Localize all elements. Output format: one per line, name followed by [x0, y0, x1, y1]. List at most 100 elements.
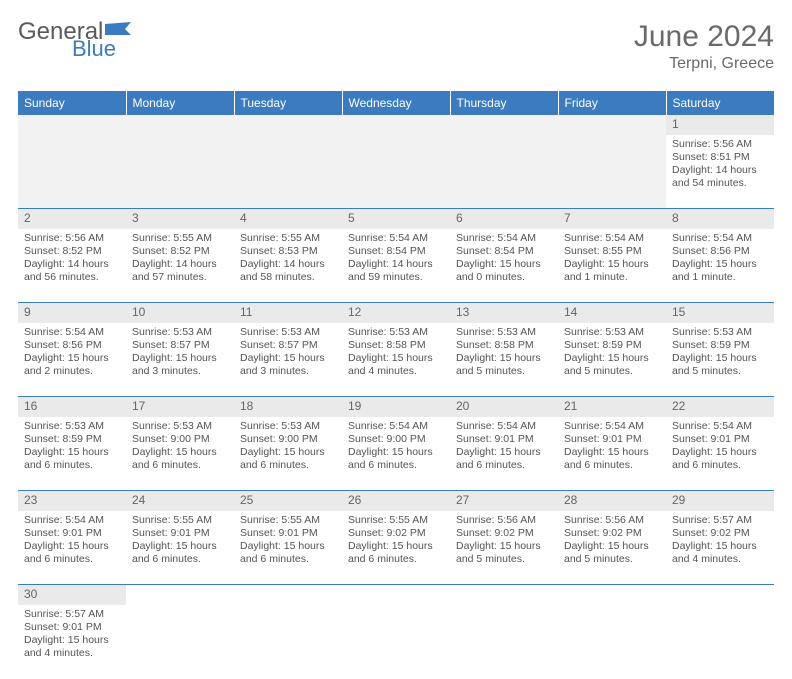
- day-cell: [342, 135, 450, 209]
- day-number: 23: [18, 491, 126, 511]
- day-cell: Sunrise: 5:54 AMSunset: 9:00 PMDaylight:…: [342, 417, 450, 491]
- week-row: Sunrise: 5:56 AMSunset: 8:51 PMDaylight:…: [18, 135, 774, 209]
- col-friday: Friday: [558, 91, 666, 115]
- day-number: 1: [666, 115, 774, 135]
- daynum-row: 2345678: [18, 209, 774, 229]
- daylight-text: Daylight: 15 hours and 4 minutes.: [24, 634, 120, 660]
- week-row: Sunrise: 5:53 AMSunset: 8:59 PMDaylight:…: [18, 417, 774, 491]
- day-number: 13: [450, 303, 558, 323]
- sunset-text: Sunset: 9:00 PM: [132, 433, 228, 446]
- title-block: June 2024 Terpni, Greece: [634, 20, 774, 73]
- sunrise-text: Sunrise: 5:56 AM: [24, 232, 120, 245]
- daylight-text: Daylight: 15 hours and 2 minutes.: [24, 352, 120, 378]
- col-monday: Monday: [126, 91, 234, 115]
- daynum-row: 16171819202122: [18, 397, 774, 417]
- daylight-text: Daylight: 15 hours and 5 minutes.: [456, 540, 552, 566]
- daylight-text: Daylight: 14 hours and 57 minutes.: [132, 258, 228, 284]
- col-thursday: Thursday: [450, 91, 558, 115]
- sunset-text: Sunset: 8:56 PM: [672, 245, 768, 258]
- sunset-text: Sunset: 8:59 PM: [564, 339, 660, 352]
- day-cell: Sunrise: 5:54 AMSunset: 8:56 PMDaylight:…: [18, 323, 126, 397]
- day-number: [450, 585, 558, 605]
- col-sunday: Sunday: [18, 91, 126, 115]
- sunset-text: Sunset: 9:02 PM: [456, 527, 552, 540]
- day-number: [18, 115, 126, 135]
- daylight-text: Daylight: 15 hours and 6 minutes.: [672, 446, 768, 472]
- day-number: 6: [450, 209, 558, 229]
- sunrise-text: Sunrise: 5:54 AM: [564, 232, 660, 245]
- daylight-text: Daylight: 15 hours and 6 minutes.: [24, 540, 120, 566]
- day-cell: Sunrise: 5:54 AMSunset: 8:54 PMDaylight:…: [342, 229, 450, 303]
- day-cell: Sunrise: 5:55 AMSunset: 8:53 PMDaylight:…: [234, 229, 342, 303]
- sunrise-text: Sunrise: 5:55 AM: [348, 514, 444, 527]
- day-number: 28: [558, 491, 666, 511]
- sunrise-text: Sunrise: 5:56 AM: [456, 514, 552, 527]
- day-cell: Sunrise: 5:55 AMSunset: 8:52 PMDaylight:…: [126, 229, 234, 303]
- week-row: Sunrise: 5:54 AM Sunset: 9:01 PM Daylight:…: [18, 511, 774, 585]
- day-number: 29: [666, 491, 774, 511]
- day-cell: Sunrise: 5:54 AMSunset: 9:01 PMDaylight:…: [18, 511, 126, 585]
- day-number: [666, 585, 774, 605]
- day-number: 9: [18, 303, 126, 323]
- sunrise-text: Sunrise: 5:54 AM: [348, 232, 444, 245]
- daynum-row: 23242526272829: [18, 491, 774, 511]
- daylight-text: Daylight: 15 hours and 1 minute.: [672, 258, 768, 284]
- sunset-text: Sunset: 9:01 PM: [132, 527, 228, 540]
- daylight-text: Daylight: 14 hours and 58 minutes.: [240, 258, 336, 284]
- daylight-text: Daylight: 15 hours and 4 minutes.: [348, 352, 444, 378]
- day-number: [126, 115, 234, 135]
- sunset-text: Sunset: 8:58 PM: [348, 339, 444, 352]
- day-cell: Sunrise: 5:57 AMSunset: 9:02 PMDaylight:…: [666, 511, 774, 585]
- day-number: 25: [234, 491, 342, 511]
- day-number: 19: [342, 397, 450, 417]
- day-cell: Sunrise: 5:53 AMSunset: 8:59 PMDaylight:…: [18, 417, 126, 491]
- daynum-row: 9101112131415: [18, 303, 774, 323]
- sunrise-text: Sunrise: 5:54 AM: [564, 420, 660, 433]
- day-cell: Sunrise: 5:55 AMSunset: 9:01 PMDaylight:…: [234, 511, 342, 585]
- day-cell: [666, 605, 774, 679]
- day-number: 17: [126, 397, 234, 417]
- sunrise-text: Sunrise: 5:55 AM: [240, 514, 336, 527]
- daylight-text: Daylight: 15 hours and 6 minutes.: [348, 446, 444, 472]
- day-number: [234, 115, 342, 135]
- sunrise-text: Sunrise: 5:54 AM: [456, 420, 552, 433]
- sunset-text: Sunset: 8:52 PM: [132, 245, 228, 258]
- day-cell: Sunrise: 5:54 AMSunset: 9:01 PMDaylight:…: [666, 417, 774, 491]
- sunset-text: Sunset: 9:00 PM: [348, 433, 444, 446]
- daylight-text: Daylight: 15 hours and 3 minutes.: [240, 352, 336, 378]
- sunset-text: Sunset: 8:51 PM: [672, 151, 768, 164]
- day-cell: Sunrise: 5:55 AMSunset: 9:02 PMDaylight:…: [342, 511, 450, 585]
- sunset-text: Sunset: 8:57 PM: [240, 339, 336, 352]
- sunrise-text: Sunrise: 5:57 AM: [24, 608, 120, 621]
- day-cell: [558, 605, 666, 679]
- day-number: 8: [666, 209, 774, 229]
- day-number: 14: [558, 303, 666, 323]
- sunrise-text: Sunrise: 5:54 AM: [24, 514, 120, 527]
- sunset-text: Sunset: 8:59 PM: [24, 433, 120, 446]
- day-number: [342, 585, 450, 605]
- sunset-text: Sunset: 9:01 PM: [564, 433, 660, 446]
- sunrise-text: Sunrise: 5:55 AM: [240, 232, 336, 245]
- sunrise-text: Sunrise: 5:54 AM: [672, 420, 768, 433]
- sunrise-text: Sunrise: 5:53 AM: [132, 326, 228, 339]
- day-cell: Sunrise: 5:53 AMSunset: 9:00 PMDaylight:…: [234, 417, 342, 491]
- week-row: Sunrise: 5:56 AMSunset: 8:52 PMDaylight:…: [18, 229, 774, 303]
- day-number: 7: [558, 209, 666, 229]
- logo-text-blue: Blue: [72, 38, 131, 60]
- day-cell: Sunrise: 5:54 AMSunset: 9:01 PMDaylight:…: [558, 417, 666, 491]
- day-cell: Sunrise: 5:53 AMSunset: 8:59 PMDaylight:…: [666, 323, 774, 397]
- sunrise-text: Sunrise: 5:55 AM: [132, 514, 228, 527]
- day-cell: Sunrise: 5:54 AMSunset: 8:55 PMDaylight:…: [558, 229, 666, 303]
- day-number: 4: [234, 209, 342, 229]
- sunset-text: Sunset: 8:52 PM: [24, 245, 120, 258]
- sunset-text: Sunset: 8:54 PM: [456, 245, 552, 258]
- day-number: 10: [126, 303, 234, 323]
- day-number: 27: [450, 491, 558, 511]
- sunrise-text: Sunrise: 5:53 AM: [456, 326, 552, 339]
- day-number: [558, 115, 666, 135]
- daylight-text: Daylight: 14 hours and 56 minutes.: [24, 258, 120, 284]
- day-cell: Sunrise: 5:56 AMSunset: 9:02 PMDaylight:…: [558, 511, 666, 585]
- sunrise-text: Sunrise: 5:57 AM: [672, 514, 768, 527]
- sunrise-text: Sunrise: 5:53 AM: [672, 326, 768, 339]
- sunrise-text: Sunrise: 5:53 AM: [240, 326, 336, 339]
